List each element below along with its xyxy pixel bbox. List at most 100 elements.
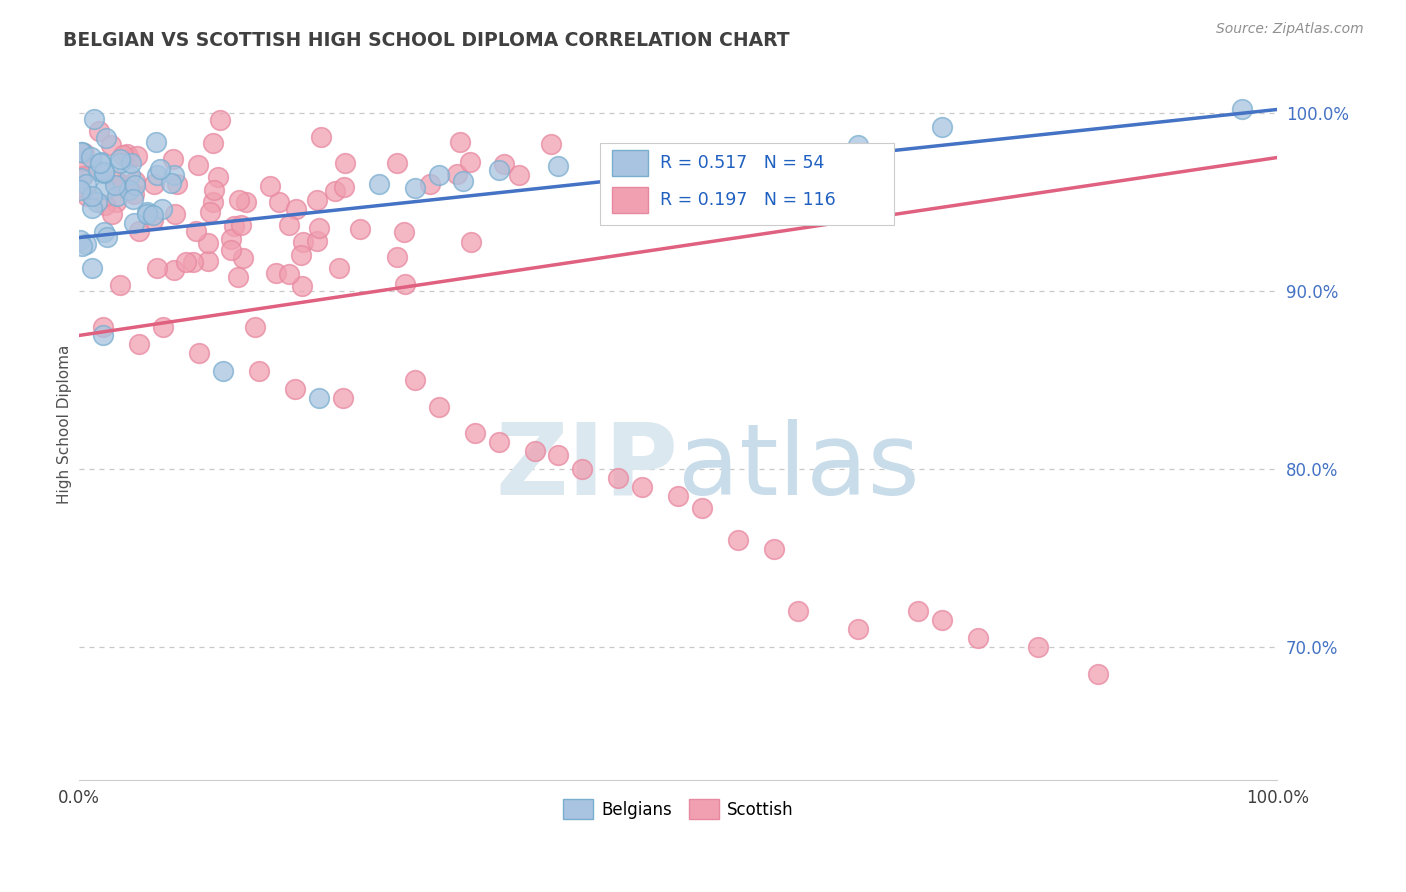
Point bbox=[160, 176, 183, 190]
Point bbox=[146, 260, 169, 275]
Point bbox=[118, 151, 141, 165]
Point bbox=[80, 189, 103, 203]
Point bbox=[105, 189, 128, 203]
Point bbox=[72, 169, 94, 183]
Point bbox=[243, 319, 266, 334]
Point bbox=[212, 364, 235, 378]
Point bbox=[201, 194, 224, 209]
Text: atlas: atlas bbox=[678, 418, 920, 516]
Point bbox=[385, 155, 408, 169]
Point bbox=[202, 183, 225, 197]
Point bbox=[118, 168, 141, 182]
Text: BELGIAN VS SCOTTISH HIGH SCHOOL DIPLOMA CORRELATION CHART: BELGIAN VS SCOTTISH HIGH SCHOOL DIPLOMA … bbox=[63, 31, 790, 50]
Point bbox=[385, 250, 408, 264]
Point bbox=[458, 155, 481, 169]
Point bbox=[219, 244, 242, 258]
Point bbox=[907, 604, 929, 618]
Point bbox=[70, 239, 93, 253]
Point bbox=[90, 154, 112, 169]
Point bbox=[631, 480, 654, 494]
Point bbox=[492, 157, 515, 171]
Point bbox=[75, 237, 97, 252]
Point bbox=[108, 155, 131, 169]
Point bbox=[187, 158, 209, 172]
Point bbox=[70, 145, 93, 159]
Point bbox=[328, 260, 350, 275]
Point bbox=[1026, 640, 1049, 654]
Point bbox=[488, 435, 510, 450]
Point bbox=[105, 194, 128, 209]
Point bbox=[202, 136, 225, 150]
Text: ZIP: ZIP bbox=[495, 418, 678, 516]
Point bbox=[427, 169, 450, 183]
Point bbox=[142, 208, 165, 222]
Legend: Belgians, Scottish: Belgians, Scottish bbox=[557, 793, 800, 825]
Point bbox=[290, 247, 312, 261]
Point bbox=[404, 180, 426, 194]
Point bbox=[146, 168, 169, 182]
Point bbox=[235, 194, 257, 209]
Point bbox=[259, 179, 281, 194]
Point bbox=[446, 167, 468, 181]
Point bbox=[80, 201, 103, 215]
Point bbox=[460, 235, 482, 249]
Point bbox=[763, 541, 786, 556]
Point bbox=[122, 192, 145, 206]
Point bbox=[96, 229, 118, 244]
Point bbox=[846, 622, 869, 636]
Point bbox=[226, 270, 249, 285]
Point bbox=[266, 267, 288, 281]
Point bbox=[787, 604, 810, 618]
Point bbox=[94, 182, 117, 196]
Point bbox=[419, 177, 441, 191]
Point bbox=[128, 224, 150, 238]
Point bbox=[89, 155, 111, 169]
Point bbox=[83, 112, 105, 126]
Point bbox=[69, 233, 91, 247]
Point bbox=[931, 613, 953, 627]
Point bbox=[690, 501, 713, 516]
Point bbox=[292, 235, 315, 249]
Point bbox=[307, 234, 329, 248]
Point bbox=[323, 184, 346, 198]
Point bbox=[269, 194, 291, 209]
Point bbox=[69, 145, 91, 159]
Point bbox=[69, 171, 91, 186]
Point bbox=[278, 219, 301, 233]
Point bbox=[232, 251, 254, 265]
Point bbox=[540, 137, 562, 152]
Bar bbox=[613, 151, 648, 176]
Point bbox=[94, 131, 117, 145]
Point bbox=[1230, 103, 1253, 117]
FancyBboxPatch shape bbox=[600, 144, 894, 225]
Point bbox=[91, 328, 114, 343]
Point bbox=[163, 169, 186, 183]
Point bbox=[165, 207, 187, 221]
Point bbox=[124, 174, 146, 188]
Point bbox=[449, 135, 471, 149]
Point bbox=[623, 172, 645, 186]
Point bbox=[197, 254, 219, 268]
Point bbox=[104, 178, 127, 192]
Point bbox=[931, 120, 953, 135]
Point bbox=[120, 156, 142, 170]
Point bbox=[308, 391, 330, 405]
Point bbox=[124, 186, 146, 201]
Point bbox=[427, 400, 450, 414]
Point bbox=[100, 137, 122, 152]
Point bbox=[333, 156, 356, 170]
Point bbox=[198, 205, 221, 219]
Bar bbox=[613, 187, 648, 213]
Point bbox=[86, 194, 108, 209]
Point bbox=[108, 153, 131, 167]
Point bbox=[104, 173, 127, 187]
Point bbox=[727, 533, 749, 547]
Point bbox=[128, 337, 150, 351]
Point bbox=[197, 236, 219, 251]
Point bbox=[150, 202, 173, 216]
Point bbox=[404, 373, 426, 387]
Point bbox=[80, 150, 103, 164]
Point bbox=[547, 160, 569, 174]
Point bbox=[607, 471, 630, 485]
Point bbox=[118, 183, 141, 197]
